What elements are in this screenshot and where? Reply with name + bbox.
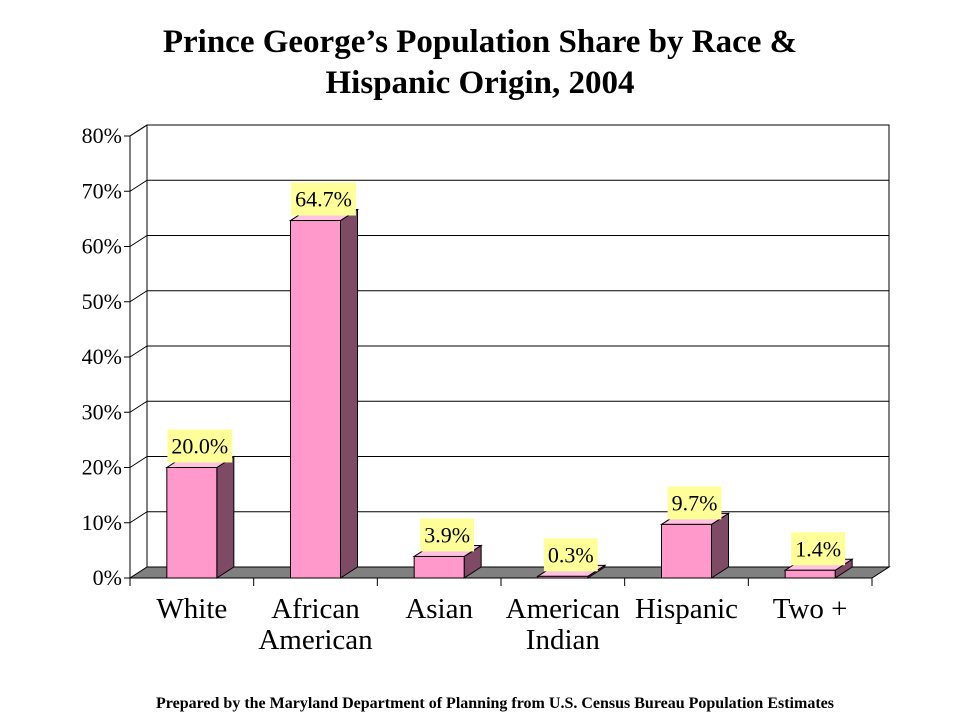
x-category-label: Indian bbox=[526, 624, 601, 656]
y-tick-label: 10% bbox=[82, 510, 122, 535]
data-label-text: 3.9% bbox=[424, 522, 470, 547]
gridline-side bbox=[129, 179, 148, 192]
chart-title-line-1: Prince George’s Population Share by Race… bbox=[162, 24, 798, 60]
data-label-bg bbox=[791, 532, 846, 566]
gridline-side bbox=[129, 400, 148, 413]
data-label-text: 9.7% bbox=[672, 490, 718, 515]
data-labels: 20.0% 64.7% 3.9% 0.3% 9.7% 1.4% bbox=[167, 182, 846, 572]
data-label: 64.7% bbox=[291, 182, 356, 216]
data-label-bg bbox=[420, 518, 475, 552]
y-tick-label: 50% bbox=[82, 289, 122, 314]
floor bbox=[128, 566, 891, 579]
bar-front bbox=[413, 555, 465, 579]
data-label: 0.3% bbox=[543, 538, 598, 572]
bar-side bbox=[216, 455, 235, 579]
x-category-label: American bbox=[506, 593, 621, 625]
x-category-label: Hispanic bbox=[635, 593, 738, 625]
bar-front bbox=[166, 467, 218, 579]
data-label-bg bbox=[167, 429, 233, 463]
y-axis-top bbox=[129, 124, 148, 137]
gridline-side bbox=[129, 290, 148, 303]
data-label: 3.9% bbox=[420, 518, 475, 552]
x-category-label: Asian bbox=[405, 593, 473, 625]
data-label: 1.4% bbox=[791, 532, 846, 566]
chart-title-line-2: Hispanic Origin, 2004 bbox=[325, 65, 635, 101]
data-label: 20.0% bbox=[167, 429, 233, 463]
chart-title: Prince George’s Population Share by Race… bbox=[0, 22, 960, 104]
x-category-label: American bbox=[258, 624, 373, 656]
bar bbox=[165, 455, 236, 579]
data-label-bg bbox=[291, 182, 356, 216]
y-tick-label: 80% bbox=[82, 123, 122, 148]
data-label-text: 1.4% bbox=[795, 536, 841, 561]
bar-front bbox=[290, 220, 341, 579]
bar-front bbox=[537, 575, 589, 579]
bar bbox=[659, 512, 731, 579]
data-label: 9.7% bbox=[667, 486, 722, 520]
data-label-text: 64.7% bbox=[295, 187, 352, 212]
x-category-label: White bbox=[156, 593, 227, 625]
x-category-label: African bbox=[271, 593, 360, 625]
y-tick-label: 40% bbox=[82, 344, 122, 369]
axes bbox=[124, 124, 873, 586]
bar-side bbox=[340, 208, 358, 579]
y-tick-label: 70% bbox=[82, 178, 122, 203]
bar-front bbox=[661, 523, 712, 579]
x-category-label: Two + bbox=[773, 593, 848, 625]
gridline-side bbox=[129, 456, 148, 468]
data-label-text: 20.0% bbox=[171, 434, 228, 459]
gridline-side bbox=[129, 511, 148, 524]
gridline-side bbox=[129, 345, 148, 358]
bar-chart: 0%10%20%30%40%50%60%70%80% White AfricanA… bbox=[82, 123, 891, 656]
y-tick-labels: 0% 10% 20% 30% 40% 50% 60% 70% 80% bbox=[82, 123, 122, 590]
y-tick-label: 60% bbox=[82, 234, 122, 259]
y-tick-label: 30% bbox=[82, 399, 122, 424]
data-label-text: 0.3% bbox=[548, 542, 594, 567]
y-tick-label: 20% bbox=[82, 455, 122, 480]
data-label-bg bbox=[667, 486, 722, 520]
data-label-bg bbox=[543, 538, 598, 572]
bar-front bbox=[784, 569, 836, 579]
y-tick-label: 0% bbox=[93, 565, 122, 590]
source-footnote: Prepared by the Maryland Department of P… bbox=[156, 695, 834, 712]
gridlines bbox=[129, 124, 889, 524]
gridline-side bbox=[129, 235, 148, 247]
bar bbox=[288, 208, 360, 579]
plot-floor bbox=[128, 566, 891, 579]
